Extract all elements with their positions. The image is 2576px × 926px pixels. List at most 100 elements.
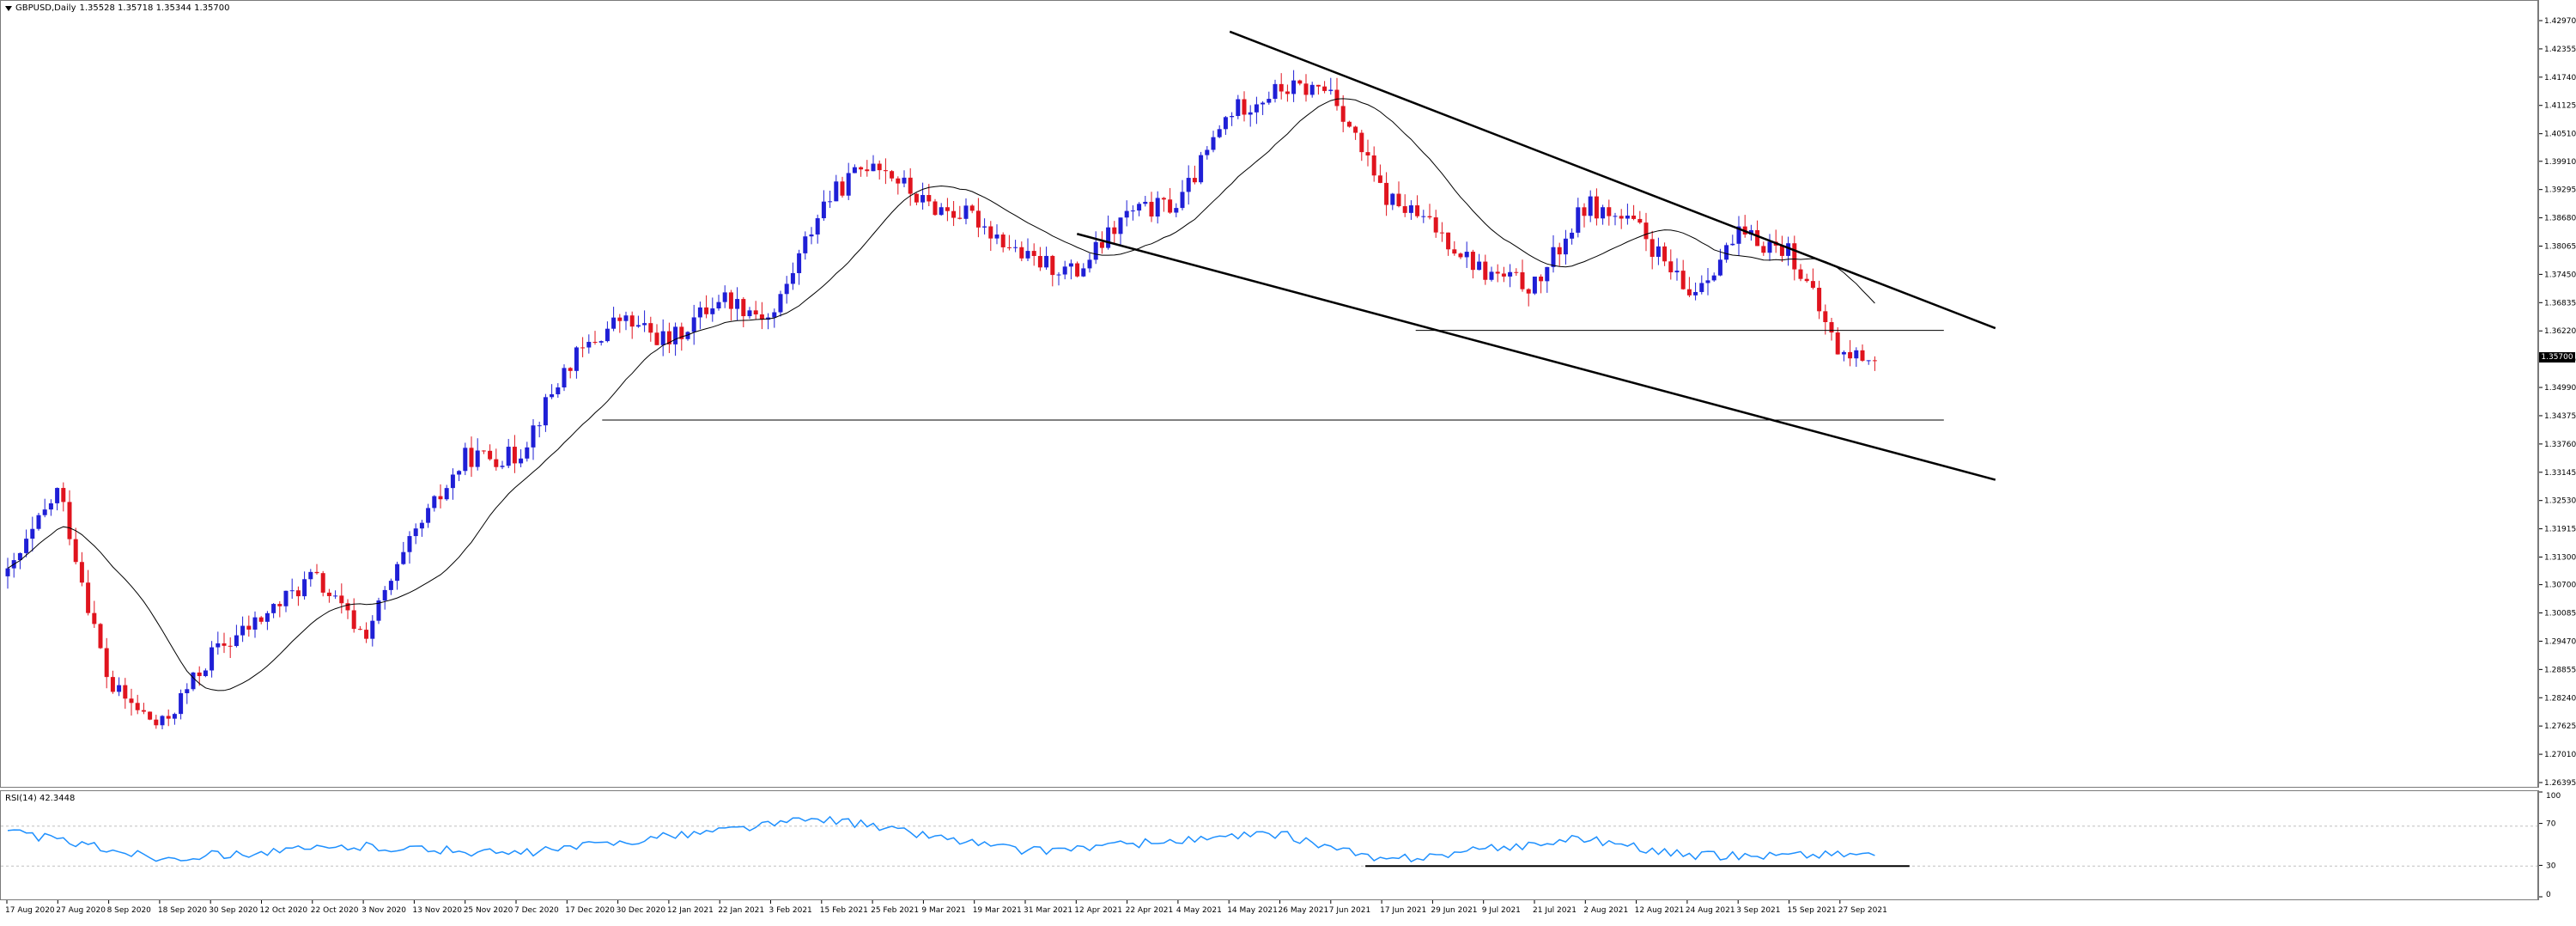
time-tick-label: 17 Dec 2020 — [565, 906, 615, 915]
bear-candle — [1668, 261, 1674, 273]
bear-candle — [1346, 121, 1352, 127]
price-pane[interactable] — [0, 0, 2538, 788]
price-tick-label: 1.36835 — [2544, 299, 2576, 308]
time-tick-label: 13 Nov 2020 — [412, 906, 462, 915]
bull-candle — [586, 341, 592, 348]
bear-candle — [1557, 247, 1562, 255]
bear-candle — [314, 571, 319, 574]
bear-candle — [1643, 222, 1649, 240]
bull-candle — [716, 302, 721, 309]
bear-candle — [908, 177, 913, 194]
bear-candle — [67, 502, 72, 539]
bear-candle — [969, 205, 975, 211]
bear-candle — [1340, 106, 1346, 122]
bull-candle — [450, 474, 455, 489]
bull-candle — [234, 635, 239, 647]
bear-candle — [1031, 251, 1036, 257]
bull-candle — [308, 571, 313, 580]
bear-candle — [258, 617, 264, 622]
bull-candle — [1570, 232, 1575, 239]
bear-candle — [654, 332, 659, 345]
bull-candle — [475, 450, 480, 467]
time-tick-label: 12 Aug 2021 — [1635, 906, 1685, 915]
bull-candle — [302, 579, 307, 597]
bull-candle — [821, 201, 826, 219]
bull-candle — [1563, 238, 1568, 255]
bull-candle — [1217, 129, 1222, 137]
bull-candle — [642, 323, 647, 326]
bull-candle — [457, 471, 462, 475]
bull-candle — [685, 332, 690, 339]
bull-candle — [790, 272, 795, 284]
bear-candle — [488, 450, 493, 460]
bear-candle — [753, 310, 758, 315]
time-tick-label: 7 Dec 2020 — [514, 906, 559, 915]
bear-candle — [1662, 246, 1668, 262]
bear-candle — [1514, 271, 1519, 273]
bull-candle — [982, 226, 987, 228]
bear-candle — [728, 292, 733, 309]
bear-candle — [1037, 256, 1042, 268]
bear-candle — [1649, 239, 1655, 257]
bull-candle — [1767, 241, 1772, 253]
bull-candle — [722, 292, 727, 302]
price-tick-label: 1.37450 — [2544, 271, 2576, 279]
price-tick-label: 1.42970 — [2544, 17, 2576, 26]
rsi-tick-label: 0 — [2546, 891, 2551, 899]
bear-candle — [883, 170, 888, 172]
rsi-tick-label: 100 — [2546, 792, 2561, 801]
bull-candle — [1130, 210, 1135, 212]
bear-candle — [1396, 193, 1401, 207]
bear-candle — [1000, 235, 1005, 247]
price-axis[interactable]: 1.42970 1.42355 1.41740 1.41125 1.40510 1.399… — [2538, 0, 2576, 788]
dropdown-triangle-icon[interactable] — [5, 5, 12, 11]
bear-candle — [1315, 84, 1321, 87]
rsi-pane[interactable] — [0, 790, 2538, 900]
bull-candle — [1273, 83, 1278, 100]
bear-candle — [141, 710, 146, 712]
time-tick-label: 3 Feb 2021 — [769, 906, 812, 915]
bear-candle — [1458, 253, 1463, 258]
time-tick-label: 8 Sep 2020 — [107, 906, 152, 915]
bear-candle — [1019, 247, 1024, 259]
bull-candle — [401, 551, 406, 564]
bull-candle — [1137, 204, 1142, 211]
rsi-axis[interactable]: 100 70 30 0 — [2538, 790, 2576, 900]
bear-candle — [79, 562, 84, 583]
bear-candle — [1279, 83, 1284, 92]
bear-candle — [1353, 126, 1358, 133]
bear-candle — [840, 181, 845, 196]
price-tick-label: 1.33760 — [2544, 441, 2576, 449]
bull-candle — [784, 283, 789, 295]
time-tick-label: 7 Jun 2021 — [1329, 906, 1370, 915]
bear-candle — [1470, 252, 1475, 271]
bear-candle — [877, 163, 882, 171]
time-tick-label: 31 Mar 2021 — [1024, 906, 1072, 915]
bull-candle — [994, 235, 999, 239]
bear-candle — [123, 685, 128, 699]
bull-candle — [5, 568, 10, 576]
time-tick-label: 22 Oct 2020 — [311, 906, 359, 915]
bull-candle — [376, 600, 381, 621]
price-tick-label: 1.41740 — [2544, 74, 2576, 82]
time-axis[interactable]: 17 Aug 2020 27 Aug 2020 8 Sep 2020 18 Sep 2… — [0, 900, 2538, 923]
bear-candle — [1285, 91, 1290, 94]
bull-candle — [407, 536, 412, 552]
bull-candle — [1408, 205, 1413, 213]
bear-candle — [512, 447, 517, 464]
bull-candle — [30, 528, 35, 539]
bull-candle — [203, 670, 208, 677]
bull-candle — [747, 310, 752, 317]
price-tick-label: 1.27010 — [2544, 751, 2576, 759]
bull-candle — [1477, 261, 1482, 271]
time-tick-label: 27 Sep 2021 — [1838, 906, 1887, 915]
bull-candle — [562, 368, 567, 388]
bear-candle — [1755, 229, 1760, 247]
bull-candle — [735, 299, 740, 309]
bull-candle — [1211, 137, 1216, 150]
price-tick-label: 1.41125 — [2544, 102, 2576, 111]
bull-candle — [1841, 351, 1846, 355]
bear-candle — [339, 595, 344, 604]
bear-candle — [1686, 289, 1692, 295]
bear-candle — [1192, 178, 1197, 183]
